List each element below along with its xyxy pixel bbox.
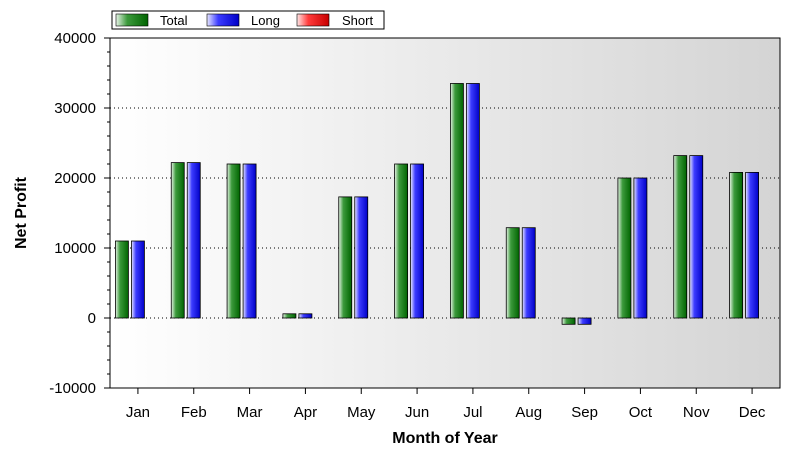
legend-swatch-total [115, 13, 149, 27]
x-tick-label: Aug [515, 404, 542, 421]
x-tick-label: Oct [629, 404, 653, 421]
x-tick-label: Jun [405, 404, 429, 421]
bar-long [410, 163, 424, 319]
x-axis: Jan Feb Mar Apr May Jun Jul Aug Sep Oct Nov Dec [126, 388, 766, 421]
y-tick-label: 30000 [54, 100, 96, 117]
bar-total [450, 83, 464, 319]
bar-long [745, 171, 759, 319]
x-tick-label: Sep [571, 404, 598, 421]
y-tick-label: 10000 [54, 240, 96, 257]
legend-label-short: Short [342, 13, 373, 28]
x-tick-label: Dec [739, 404, 766, 421]
bar-long [131, 240, 145, 319]
legend: Total Long Short [111, 10, 385, 30]
bar-total [561, 317, 576, 325]
bar-long [633, 177, 648, 319]
bar-long [242, 163, 257, 319]
bar-total [394, 163, 408, 319]
x-tick-label: Jan [126, 404, 150, 421]
legend-swatch-short [296, 13, 330, 27]
legend-label-total: Total [160, 13, 188, 28]
legend-label-long: Long [251, 13, 280, 28]
x-axis-title: Month of Year [392, 430, 498, 447]
bar-total [282, 313, 297, 319]
bar-total [617, 177, 632, 319]
bar-total [729, 171, 743, 319]
bar-long [298, 313, 313, 319]
x-tick-label: Nov [683, 404, 710, 421]
y-tick-label: 0 [88, 310, 96, 327]
bar-long [466, 83, 480, 319]
bar-total [673, 155, 688, 319]
bar-total [338, 196, 353, 319]
bar-long [689, 155, 704, 319]
legend-swatch-long [206, 13, 240, 27]
bar-long [577, 317, 592, 325]
x-tick-label: Mar [237, 404, 263, 421]
y-axis: -10000 0 10000 20000 30000 40000 [49, 30, 110, 397]
y-axis-title: Net Profit [13, 176, 30, 249]
bar-long [186, 162, 201, 319]
x-tick-label: Apr [294, 404, 317, 421]
bar-total [505, 227, 520, 319]
x-tick-label: Jul [463, 404, 482, 421]
y-tick-label: 20000 [54, 170, 96, 187]
plot-area [109, 37, 781, 389]
y-tick-label: -10000 [49, 380, 96, 397]
bar-total [115, 240, 129, 319]
bars [115, 83, 759, 325]
x-tick-label: May [347, 404, 376, 421]
bar-long [354, 196, 369, 319]
bar-total [170, 162, 185, 319]
bar-total [226, 163, 241, 319]
x-tick-label: Feb [181, 404, 207, 421]
bar-long [521, 227, 536, 319]
y-tick-label: 40000 [54, 30, 96, 47]
